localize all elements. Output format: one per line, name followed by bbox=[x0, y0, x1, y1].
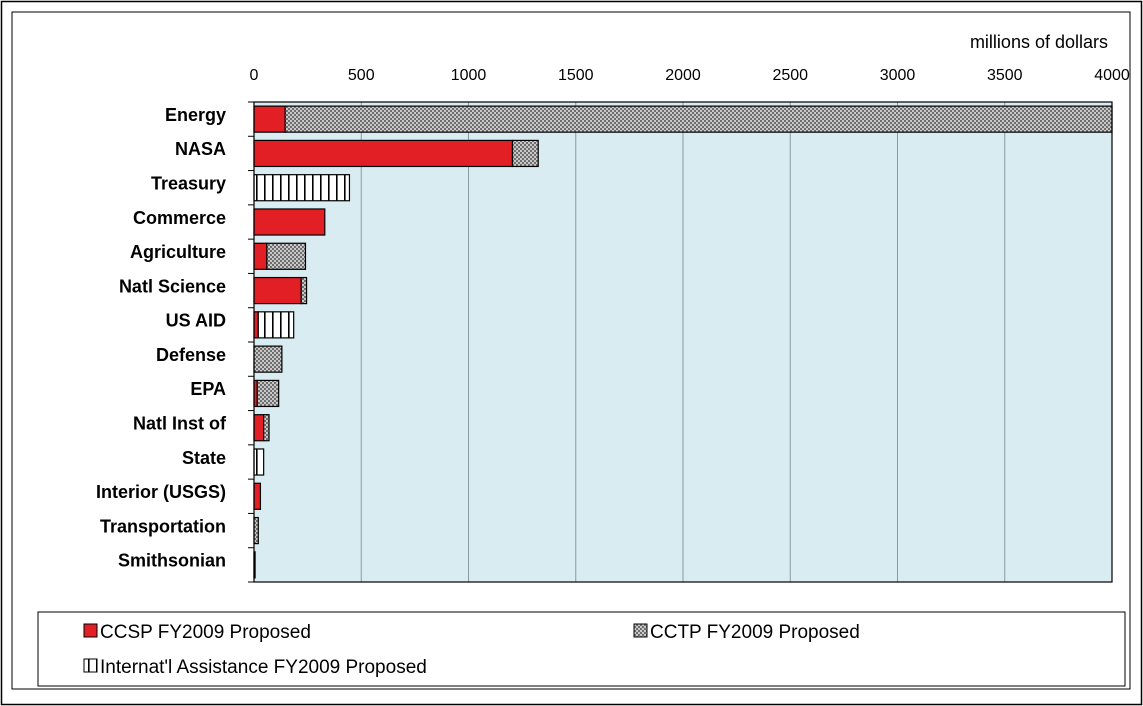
bar-cctp-1 bbox=[511, 139, 539, 168]
bar-ccsp-5 bbox=[253, 276, 302, 305]
gridlines bbox=[360, 102, 1006, 582]
category-label-11: Interior (USGS) bbox=[96, 482, 226, 502]
legend: CCSP FY2009 Proposed CCTP FY2009 Propose… bbox=[37, 611, 1126, 687]
bar-cctp-7 bbox=[253, 345, 283, 373]
bar-cctp-9 bbox=[263, 414, 270, 442]
legend-swatch-ccsp bbox=[83, 623, 98, 638]
category-label-10: State bbox=[182, 448, 226, 468]
bar-cctp-0 bbox=[284, 105, 1113, 133]
category-label-9: Natl Inst of bbox=[133, 413, 227, 433]
category-label-3: Commerce bbox=[133, 208, 226, 228]
x-tick-label-3000: 3000 bbox=[880, 67, 916, 84]
legend-swatch-cctp bbox=[633, 623, 648, 638]
legend-label-ccsp: CCSP FY2009 Proposed bbox=[100, 622, 311, 643]
category-label-6: US AID bbox=[166, 311, 226, 331]
bar-ccsp-3 bbox=[253, 208, 326, 236]
legend-box bbox=[37, 611, 1126, 687]
bars bbox=[253, 105, 1113, 579]
unit-label: millions of dollars bbox=[970, 32, 1108, 52]
bar-ccsp-0 bbox=[253, 105, 286, 133]
bar-intl-2 bbox=[253, 174, 351, 202]
category-label-13: Smithsonian bbox=[118, 551, 226, 571]
legend-swatch-intl bbox=[83, 658, 98, 673]
category-label-1: NASA bbox=[175, 139, 226, 159]
category-label-12: Transportation bbox=[100, 516, 226, 536]
legend-label-intl: Internat'l Assistance FY2009 Proposed bbox=[100, 657, 427, 678]
y-axis-ticks bbox=[248, 101, 254, 583]
x-tick-labels: 0 500 1000 1500 2000 2500 3000 3500 4000 bbox=[250, 67, 1130, 84]
bar-cctp-4 bbox=[266, 242, 307, 270]
category-label-2: Treasury bbox=[151, 173, 226, 193]
category-labels: Energy NASA Treasury Commerce Agriculture Nat… bbox=[96, 105, 227, 571]
bar-ccsp-6 bbox=[253, 311, 259, 339]
x-tick-label-3500: 3500 bbox=[987, 67, 1023, 84]
category-label-7: Defense bbox=[156, 345, 226, 365]
category-label-8: EPA bbox=[190, 379, 226, 399]
x-tick-label-1000: 1000 bbox=[451, 67, 487, 84]
bar-cctp-5 bbox=[300, 276, 308, 305]
bar-ccsp-11 bbox=[253, 482, 262, 510]
legend-label-cctp: CCTP FY2009 Proposed bbox=[650, 622, 860, 643]
x-tick-label-2000: 2000 bbox=[665, 67, 701, 84]
x-tick-label-2500: 2500 bbox=[772, 67, 808, 84]
bar-intl-10 bbox=[253, 448, 265, 476]
bar-ccsp-1 bbox=[253, 139, 514, 168]
x-tick-label-1500: 1500 bbox=[558, 67, 594, 84]
x-tick-label-4000: 4000 bbox=[1094, 67, 1130, 84]
category-label-0: Energy bbox=[165, 105, 226, 125]
bar-intl-6 bbox=[257, 311, 295, 339]
bar-ccsp-9 bbox=[253, 414, 265, 442]
x-tick-label-500: 500 bbox=[348, 67, 375, 84]
bar-ccsp-4 bbox=[253, 242, 268, 270]
x-tick-label-0: 0 bbox=[250, 67, 259, 84]
bar-cctp-12 bbox=[253, 516, 259, 545]
category-label-5: Natl Science bbox=[119, 276, 226, 296]
category-label-4: Agriculture bbox=[130, 242, 226, 262]
bar-cctp-8 bbox=[256, 379, 280, 408]
